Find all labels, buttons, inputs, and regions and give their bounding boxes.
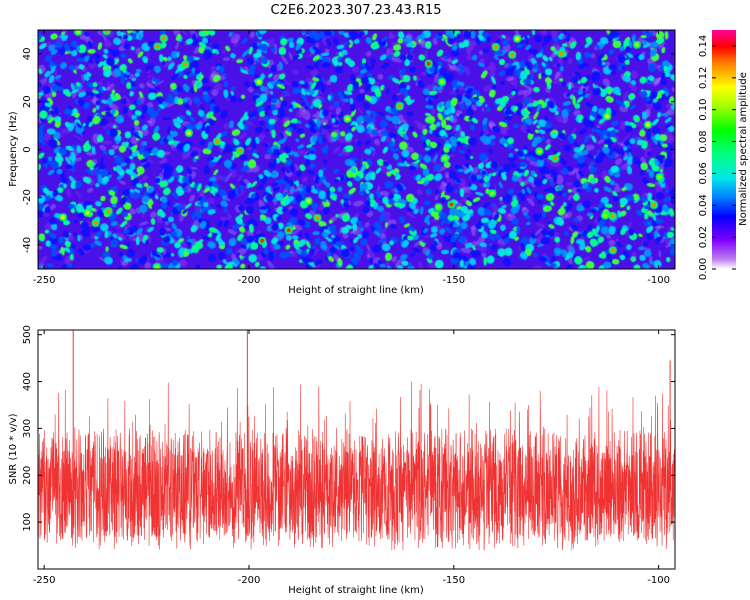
y-tick-label: 100: [22, 513, 33, 532]
x-tick-label: -250: [33, 575, 56, 586]
y-tick-label: 300: [22, 419, 33, 438]
snr-x-label: Height of straight line (km): [288, 585, 424, 596]
heatmap-y-label: Frequency (Hz): [8, 111, 19, 187]
y-tick-label: 40: [22, 48, 33, 61]
colorbar-tick-label: 0.00: [698, 258, 709, 280]
colorbar-tick-label: 0.10: [698, 99, 709, 121]
snr-y-label: SNR (10 * v/v): [8, 413, 19, 484]
colorbar-tick-label: 0.14: [698, 35, 709, 57]
colorbar-tick-label: 0.06: [698, 162, 709, 184]
snr-frame: [37, 329, 676, 570]
y-tick-label: -20: [22, 189, 33, 205]
x-tick-label: -100: [647, 275, 670, 286]
x-tick-label: -100: [647, 575, 670, 586]
snr-peaks: [72, 330, 671, 513]
x-tick-label: -200: [238, 275, 261, 286]
colorbar-tick-label: 0.02: [698, 226, 709, 248]
colorbar-tick-label: 0.12: [698, 67, 709, 89]
colorbar-tick-label: 0.04: [698, 194, 709, 216]
snr-series-line: [37, 381, 676, 551]
colorbar-label: Normalized spectral amplitude: [738, 72, 749, 226]
heatmap-x-label: Height of straight line (km): [288, 285, 424, 296]
snr-x-ticks: -250 -200 -150 -100: [33, 330, 670, 586]
colorbar-tick-label: 0.08: [698, 130, 709, 152]
colorbar-gradient: [712, 30, 736, 269]
figure-title: C2E6.2023.307.23.43.R15: [270, 3, 441, 18]
heatmap-x-ticks: -250 -200 -150 -100: [33, 30, 670, 286]
y-tick-label: 500: [22, 325, 33, 344]
heatmap-image: [38, 30, 675, 269]
y-tick-label: 20: [22, 95, 33, 108]
y-tick-label: 400: [22, 372, 33, 391]
snr-y-ticks: 100 200 300 400 500: [22, 325, 675, 532]
snr-panel: -250 -200 -150 -100 100 200 300 400 500 Height …: [8, 325, 676, 596]
y-tick-label: -40: [22, 237, 33, 253]
heatmap-y-ticks: -40 -20 0 20 40: [22, 48, 675, 253]
x-tick-label: -150: [442, 575, 465, 586]
y-tick-label: 0: [22, 146, 33, 152]
x-tick-label: -250: [33, 275, 56, 286]
y-tick-label: 200: [22, 466, 33, 485]
colorbar: 0.00 0.02 0.04 0.06 0.08 0.10 0.12 0.14 Normali…: [698, 30, 749, 280]
x-tick-label: -150: [442, 275, 465, 286]
x-tick-label: -200: [238, 575, 261, 586]
colorbar-ticks: 0.00 0.02 0.04 0.06 0.08 0.10 0.12 0.14: [698, 35, 736, 280]
